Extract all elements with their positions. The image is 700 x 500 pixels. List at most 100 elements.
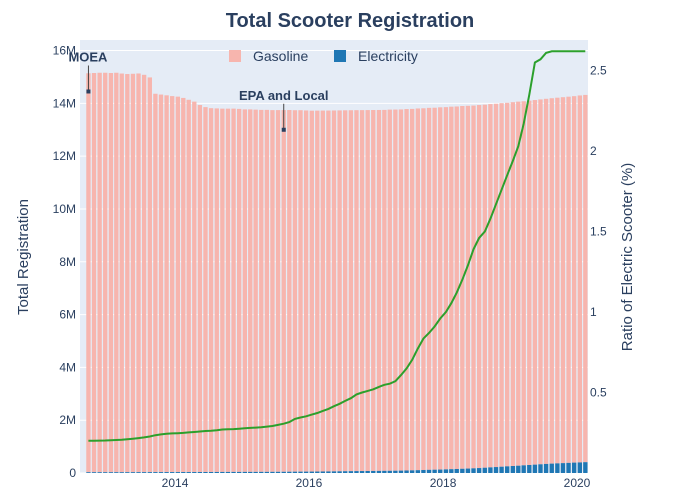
annotation-label: EPA and Local xyxy=(239,88,329,103)
gasoline-bar xyxy=(170,96,175,473)
gasoline-bar xyxy=(303,110,309,472)
y2-tick-label: 2.5 xyxy=(590,64,607,78)
gasoline-bar xyxy=(443,107,449,470)
annotations: MOEA EPA and Local xyxy=(68,49,329,132)
electricity-bar xyxy=(264,471,270,473)
gasoline-bar xyxy=(281,110,286,472)
y-tick-label: 12M xyxy=(53,149,76,163)
gasoline-bar xyxy=(114,72,119,473)
gasoline-bar xyxy=(231,108,236,472)
gasoline-bar xyxy=(432,107,437,470)
gasoline-bar xyxy=(103,72,108,473)
gasoline-bar xyxy=(343,110,348,472)
electricity-bar xyxy=(292,471,298,473)
x-tick-label: 2016 xyxy=(296,476,323,490)
gasoline-bar xyxy=(393,109,398,471)
gasoline-bar xyxy=(376,109,382,471)
gasoline-bar xyxy=(248,109,253,472)
gasoline-bar xyxy=(147,77,152,473)
gasoline-bar xyxy=(259,109,264,472)
gasoline-bar xyxy=(220,108,225,472)
electricity-bar xyxy=(186,472,191,473)
y2-axis-title: Ratio of Electric Scooter (%) xyxy=(619,163,636,351)
gasoline-bar xyxy=(315,110,320,472)
electricity-bar xyxy=(365,470,370,473)
gasoline-bar xyxy=(175,96,181,473)
gasoline-bar xyxy=(454,106,459,469)
electricity-bar xyxy=(443,469,449,473)
gasoline-bar xyxy=(236,108,242,472)
gasoline-bar xyxy=(471,105,476,469)
gasoline-bar xyxy=(242,109,248,472)
electricity-bar xyxy=(125,472,130,473)
y-tick-label: 6M xyxy=(59,308,76,322)
electricity-bar xyxy=(287,471,292,473)
electricity-bar xyxy=(197,472,203,473)
gasoline-bar xyxy=(130,73,136,473)
gasoline-bar xyxy=(270,110,275,472)
gasoline-bar xyxy=(566,96,571,463)
gasoline-bar xyxy=(505,102,510,467)
gasoline-bar xyxy=(326,110,331,472)
gasoline-bar xyxy=(320,110,325,472)
electricity-bar xyxy=(236,471,242,473)
electricity-bar xyxy=(454,468,459,473)
gasoline-bar xyxy=(153,93,158,473)
gasoline-bar xyxy=(482,104,487,468)
gasoline-bar xyxy=(510,102,516,467)
electricity-bar xyxy=(320,471,325,473)
electricity-bar xyxy=(192,472,197,473)
legend-label-electricity[interactable]: Electricity xyxy=(358,48,418,64)
y-tick-label: 2M xyxy=(59,413,76,427)
electricity-bar xyxy=(348,471,354,473)
legend-swatch-electricity xyxy=(334,50,346,62)
x-axis-ticks: 2014 2016 2018 2020 xyxy=(162,476,591,490)
electricity-bar xyxy=(231,471,236,473)
gasoline-bar xyxy=(438,107,443,470)
legend-label-gasoline[interactable]: Gasoline xyxy=(253,48,308,64)
electricity-bar xyxy=(438,469,443,473)
electricity-bar xyxy=(337,471,342,473)
electricity-bar xyxy=(354,471,359,473)
electricity-bar xyxy=(432,469,437,473)
electricity-bar xyxy=(376,470,382,473)
electricity-bar xyxy=(543,463,549,473)
gasoline-bar xyxy=(404,109,409,471)
electricity-bar xyxy=(248,471,253,473)
legend-swatch-gasoline xyxy=(229,50,241,62)
electricity-bar xyxy=(538,464,543,473)
gasoline-bar xyxy=(359,110,365,472)
electricity-bar xyxy=(141,472,147,473)
gasoline-bar xyxy=(197,105,203,473)
gasoline-bar xyxy=(287,110,292,472)
electricity-bar xyxy=(298,471,303,473)
gasoline-bar xyxy=(421,108,426,470)
gasoline-bar xyxy=(476,105,482,469)
electricity-bar xyxy=(242,471,248,473)
legend[interactable]: Gasoline Electricity xyxy=(229,48,418,64)
gasoline-bar xyxy=(409,108,415,471)
gasoline-bar xyxy=(158,94,164,473)
gasoline-bar xyxy=(203,107,208,472)
gasoline-bar xyxy=(141,74,147,473)
electricity-bar xyxy=(409,470,415,473)
electricity-bar xyxy=(404,470,409,473)
gasoline-bar xyxy=(398,109,404,471)
electricity-bar xyxy=(303,471,309,473)
electricity-bar xyxy=(130,472,136,473)
gasoline-bar xyxy=(549,98,554,464)
x-tick-label: 2014 xyxy=(162,476,189,490)
y2-axis-ticks: 0.5 1 1.5 2 2.5 xyxy=(590,64,607,400)
electricity-bar xyxy=(203,471,208,473)
gasoline-bar xyxy=(387,109,392,471)
electricity-bar xyxy=(471,468,476,473)
gasoline-bar xyxy=(538,99,543,465)
electricity-bar xyxy=(119,472,124,473)
electricity-bar xyxy=(91,472,97,473)
y2-tick-label: 2 xyxy=(590,144,597,158)
electricity-bar xyxy=(97,472,102,473)
gasoline-bar xyxy=(86,73,91,473)
electricity-bar xyxy=(415,470,421,473)
electricity-bar xyxy=(393,470,398,473)
